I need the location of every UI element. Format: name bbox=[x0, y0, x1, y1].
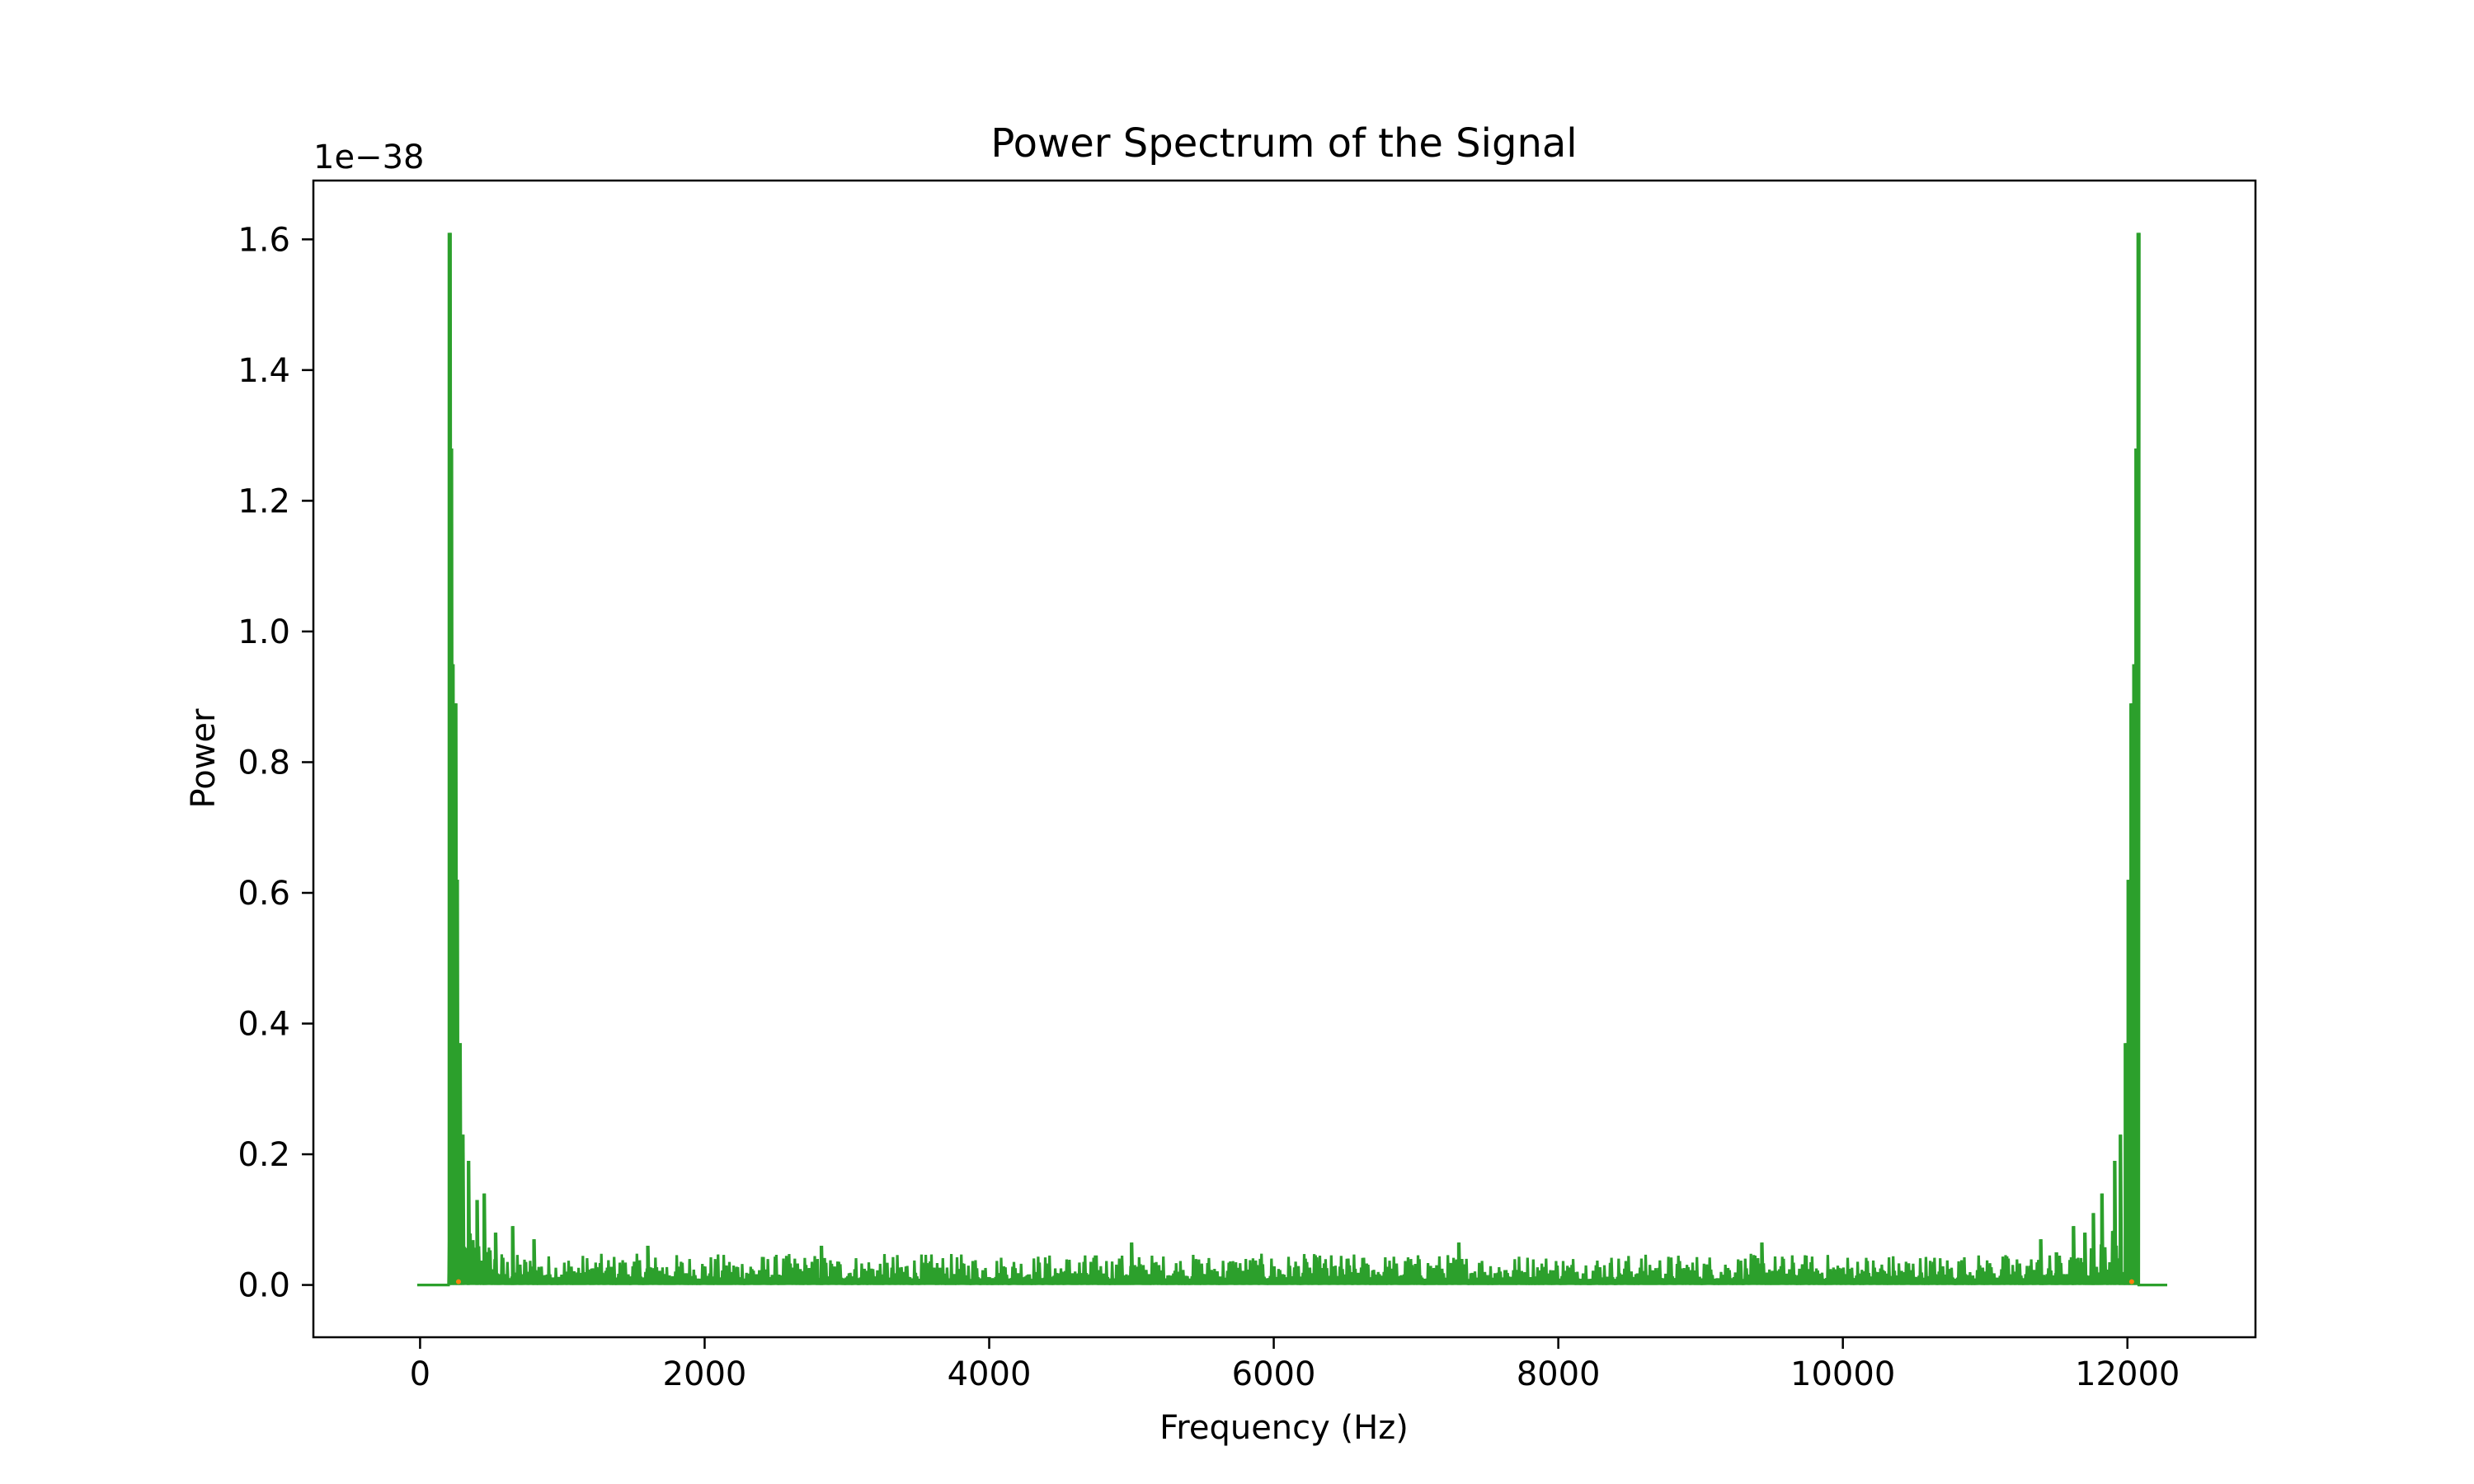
x-axis: 0 2000 4000 6000 8000 10000 12000 bbox=[410, 1337, 2180, 1393]
y-tick-label: 0.6 bbox=[238, 875, 290, 913]
x-tick-label: 4000 bbox=[948, 1355, 1032, 1393]
x-tick-label: 0 bbox=[410, 1355, 430, 1393]
x-tick-label: 10000 bbox=[1790, 1355, 1895, 1393]
minor-series-point bbox=[455, 1279, 461, 1284]
y-tick-label: 1.6 bbox=[238, 221, 290, 259]
y-tick-label: 1.4 bbox=[238, 352, 290, 390]
y-tick-label: 0.4 bbox=[238, 1006, 290, 1044]
x-tick-label: 8000 bbox=[1517, 1355, 1601, 1393]
minor-series-point bbox=[2128, 1279, 2134, 1284]
y-tick-label: 0.2 bbox=[238, 1136, 290, 1174]
y-tick-label: 0.8 bbox=[238, 744, 290, 782]
y-axis: 0.0 0.2 0.4 0.6 0.8 1.0 1.2 1.4 1.6 bbox=[238, 221, 313, 1305]
series-layer bbox=[416, 232, 2167, 1287]
chart-title: Power Spectrum of the Signal bbox=[990, 120, 1577, 167]
y-axis-title: Power bbox=[185, 708, 223, 808]
x-axis-title: Frequency (Hz) bbox=[1159, 1409, 1409, 1447]
y-tick-label: 1.0 bbox=[238, 613, 290, 651]
x-tick-label: 2000 bbox=[663, 1355, 747, 1393]
y-axis-offset-label: 1e−38 bbox=[313, 139, 424, 176]
y-tick-label: 0.0 bbox=[238, 1267, 290, 1305]
plot-area bbox=[416, 232, 2167, 1287]
series-line-power bbox=[416, 232, 2167, 1287]
axes-frame bbox=[312, 179, 2257, 1339]
y-tick-label: 1.2 bbox=[238, 482, 290, 520]
x-tick-label: 12000 bbox=[2075, 1355, 2180, 1393]
x-tick-label: 6000 bbox=[1232, 1355, 1316, 1393]
